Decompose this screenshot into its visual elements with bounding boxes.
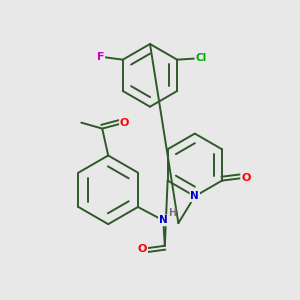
Text: O: O [241, 172, 250, 183]
Text: F: F [97, 52, 104, 62]
Text: H: H [168, 208, 176, 218]
Text: O: O [120, 118, 129, 128]
Text: O: O [138, 244, 147, 254]
Text: N: N [159, 215, 168, 225]
Text: Cl: Cl [195, 53, 207, 63]
Text: N: N [190, 191, 199, 201]
